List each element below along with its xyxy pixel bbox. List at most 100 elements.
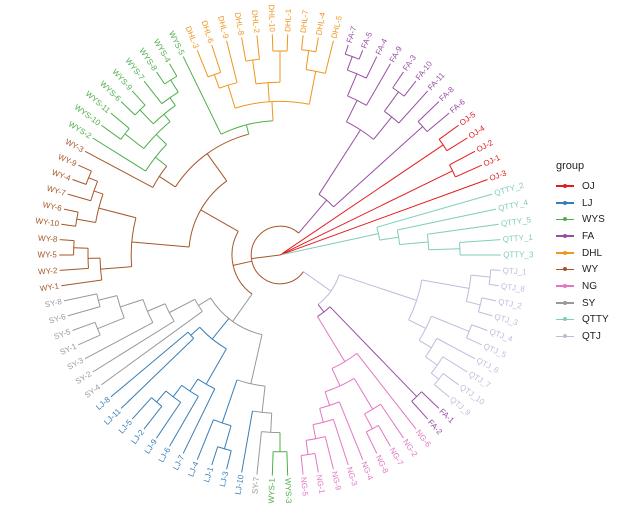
leaf-label: QTTY_1 — [502, 233, 533, 244]
tree-branch — [398, 90, 429, 124]
leaf-label: SY-4 — [83, 382, 103, 400]
legend-title: group — [556, 160, 585, 172]
tree-branch — [205, 348, 227, 385]
tree-branch — [196, 419, 214, 460]
tree-arc — [95, 193, 104, 223]
leaf-label: DHL-6 — [200, 19, 216, 44]
tree-arc — [210, 297, 263, 336]
tree-branch — [331, 368, 341, 387]
tree-arc — [165, 390, 181, 403]
tree-branch — [417, 101, 440, 122]
tree-branch — [377, 425, 391, 447]
tree-arc — [392, 87, 405, 97]
tree-branch — [251, 254, 281, 260]
legend-item-oj: OJ — [556, 178, 609, 195]
tree-branch — [303, 271, 332, 292]
tree-branch — [61, 279, 102, 287]
tree-branch — [155, 134, 167, 145]
legend-item-qtj: QTJ — [556, 328, 609, 345]
tree-branch — [189, 378, 199, 392]
tree-branch — [92, 320, 175, 373]
tree-branch — [147, 303, 166, 312]
tree-branch — [120, 101, 136, 116]
tree-branch — [88, 177, 98, 182]
tree-arc — [220, 120, 273, 135]
tree-branch — [271, 101, 274, 121]
tree-branch — [110, 331, 189, 398]
tree-branch — [78, 334, 101, 346]
tree-arc — [408, 279, 423, 321]
tree-branch — [61, 223, 76, 227]
tree-branch — [98, 295, 118, 301]
leaf-label: NG-9 — [330, 470, 343, 491]
tree-branch — [436, 337, 476, 360]
tree-arc — [219, 82, 238, 89]
tree-branch — [403, 80, 417, 97]
tree-branch — [131, 90, 146, 106]
tree-arc — [197, 378, 215, 390]
legend-key-icon — [556, 281, 574, 291]
tree-branch — [315, 37, 319, 52]
legend-item-lj: LJ — [556, 195, 609, 212]
tree-branch — [226, 450, 232, 470]
tree-arc — [94, 322, 101, 336]
tree-arc — [96, 293, 101, 307]
tree-arc — [194, 299, 203, 312]
tree-branch — [339, 274, 417, 301]
tree-branch — [98, 207, 137, 219]
tree-branch — [399, 241, 429, 246]
tree-branch — [471, 324, 488, 331]
tree-branch — [411, 400, 429, 420]
leaf-label: DHL-10 — [267, 4, 277, 32]
leaf-label: WYS-5 — [167, 30, 186, 57]
tree-branch — [426, 112, 450, 132]
leaf-label: LJ-1 — [202, 465, 216, 483]
tree-branch — [308, 71, 317, 105]
tree-branch — [312, 424, 317, 439]
tree-arc — [347, 95, 367, 106]
tree-branch — [226, 40, 238, 83]
legend-key-icon — [556, 198, 574, 208]
tree-branch — [170, 79, 179, 93]
tree-arc — [317, 274, 340, 305]
tree-branch — [182, 56, 222, 135]
tree-branch — [344, 44, 349, 55]
tree-branch — [365, 63, 391, 106]
legend-label: OJ — [582, 180, 595, 192]
leaf-label: FA-2 — [426, 418, 444, 437]
tree-branch — [442, 356, 468, 373]
leaf-label: OJ-5 — [458, 110, 478, 128]
tree-branch — [431, 315, 470, 332]
tree-branch — [245, 124, 250, 135]
leaf-label: QTJ_2 — [497, 297, 523, 311]
tree-branch — [421, 391, 440, 409]
leaf-label: SY-2 — [74, 369, 94, 386]
tree-branch — [267, 82, 270, 102]
tree-branch — [489, 283, 499, 287]
tree-arc — [116, 295, 125, 319]
tree-branch — [318, 129, 361, 195]
tree-branch — [101, 311, 203, 386]
tree-branch — [373, 116, 393, 140]
tree-branch — [316, 316, 346, 362]
tree-branch — [365, 431, 378, 454]
tree-branch — [59, 267, 89, 271]
tree-branch — [282, 179, 488, 255]
leaf-label: QTTY_3 — [503, 251, 534, 260]
tree-arc — [130, 217, 137, 267]
legend-key-icon — [556, 215, 574, 225]
legend-key-icon — [556, 231, 574, 241]
tree-arc — [151, 397, 163, 407]
tree-branch — [76, 218, 96, 223]
tree-arc — [164, 303, 175, 322]
legend: group OJ LJ WYS FA DHL WY NG SY QTTY QTJ — [556, 160, 609, 345]
leaf-label: WY-9 — [57, 152, 79, 168]
tree-branch — [200, 209, 239, 232]
tree-branch — [376, 193, 493, 228]
leaf-label: LJ-10 — [233, 473, 245, 495]
leaf-label: WY-2 — [38, 266, 58, 276]
tree-branch — [421, 279, 470, 289]
leaf-label: QTJ_1 — [502, 266, 527, 277]
tree-branch — [459, 239, 501, 243]
tree-branch — [282, 233, 379, 255]
